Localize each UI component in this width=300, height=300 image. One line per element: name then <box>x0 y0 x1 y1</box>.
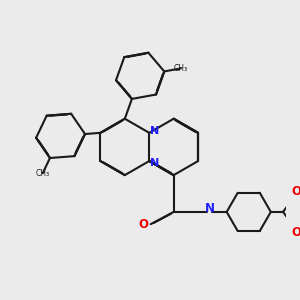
Text: O: O <box>138 218 148 231</box>
Text: N: N <box>150 158 159 168</box>
Text: CH₃: CH₃ <box>174 64 188 73</box>
Text: N: N <box>205 202 215 215</box>
Text: O: O <box>291 185 300 198</box>
Text: CH₃: CH₃ <box>36 169 50 178</box>
Text: N: N <box>150 126 159 136</box>
Text: O: O <box>291 226 300 239</box>
